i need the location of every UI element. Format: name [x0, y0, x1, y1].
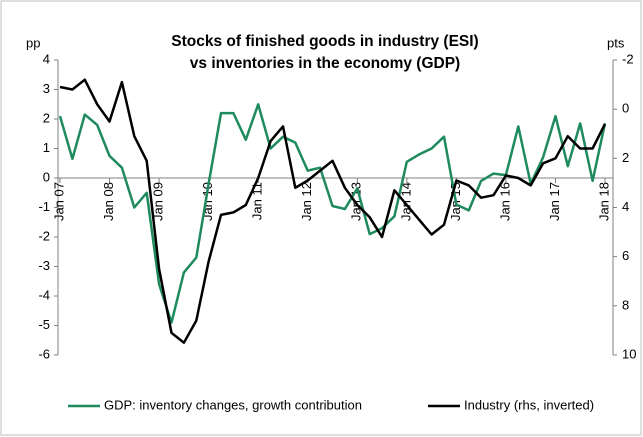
- y2-unit: pts: [607, 35, 625, 50]
- y-tick-label: -3: [38, 258, 50, 273]
- x-tick-label: Jan 08: [101, 182, 116, 221]
- chart-title: vs inventories in the economy (GDP): [190, 55, 460, 72]
- y-tick-label: 0: [43, 169, 50, 184]
- y-tick-label: 3: [43, 81, 50, 96]
- y-unit: pp: [26, 35, 40, 50]
- y2-tick-label: 2: [622, 150, 629, 165]
- legend-label: Industry (rhs, inverted): [464, 397, 594, 412]
- series-line: [58, 103, 607, 324]
- y2-tick-label: 8: [622, 297, 629, 312]
- y-tick-label: -4: [38, 287, 50, 302]
- y-tick-label: -1: [38, 199, 50, 214]
- legend-label: GDP: inventory changes, growth contribut…: [104, 397, 362, 412]
- y-tick-label: -2: [38, 228, 50, 243]
- x-tick-label: Jan 14: [398, 182, 413, 221]
- x-tick-label: Jan 11: [250, 182, 265, 220]
- y-tick-label: -5: [38, 317, 50, 332]
- y2-tick-label: 0: [622, 101, 629, 116]
- y-tick-label: 2: [43, 110, 50, 125]
- x-tick-label: Jan 09: [151, 182, 166, 221]
- x-tick-label: Jan 12: [299, 182, 314, 221]
- series-line: [59, 78, 607, 344]
- y-tick-label: 1: [43, 140, 50, 155]
- x-tick-label: Jan 07: [51, 182, 66, 221]
- y-tick-label: -6: [38, 346, 50, 361]
- x-tick-label: Jan 18: [596, 182, 611, 221]
- x-tick-label: Jan 16: [497, 182, 512, 221]
- y2-tick-label: 10: [622, 346, 636, 361]
- y2-tick-label: -2: [622, 51, 634, 66]
- y2-tick-label: 4: [622, 199, 629, 214]
- x-tick-label: Jan 17: [547, 182, 562, 221]
- y2-tick-label: 6: [622, 248, 629, 263]
- y-tick-label: 4: [43, 51, 50, 66]
- chart-title: Stocks of finished goods in industry (ES…: [171, 33, 478, 50]
